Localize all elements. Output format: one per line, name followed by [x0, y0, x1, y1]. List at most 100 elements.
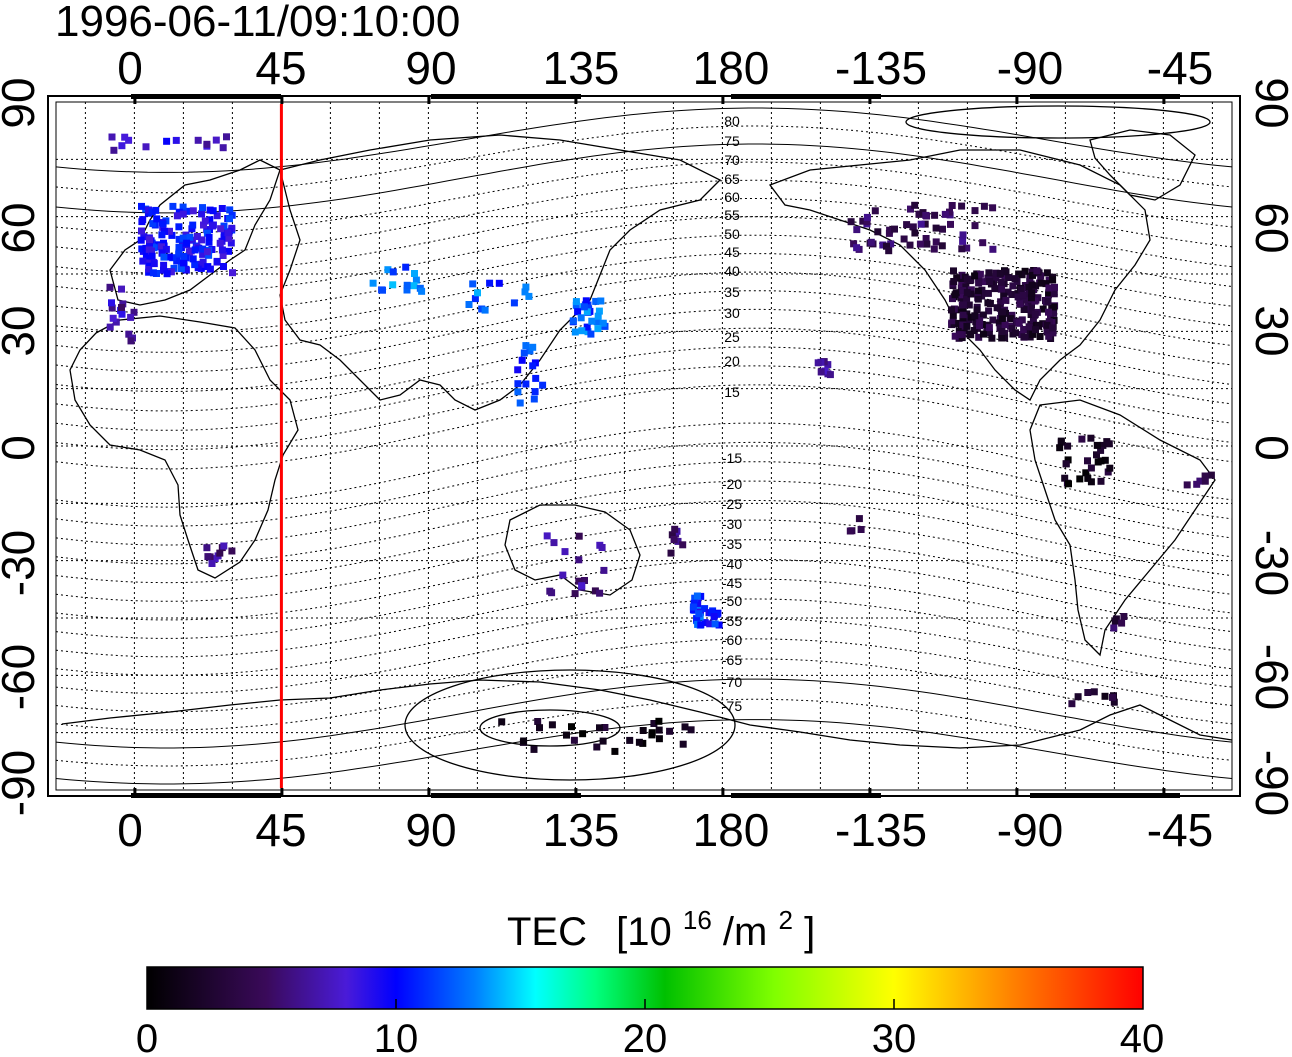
tec-point: [118, 142, 126, 150]
tec-point: [188, 225, 196, 233]
tec-point: [959, 287, 967, 295]
tec-point: [985, 324, 993, 332]
tec-point: [679, 740, 687, 748]
tec-point: [922, 235, 930, 242]
tec-point: [1002, 268, 1010, 276]
frame-bar: [1030, 793, 1180, 798]
tec-point: [1084, 457, 1091, 465]
tec-point: [701, 619, 709, 627]
tec-point: [978, 286, 986, 294]
tec-point: [1064, 456, 1072, 464]
tec-point: [941, 210, 949, 218]
tec-point: [1015, 270, 1023, 278]
colorbar-tick-label: 30: [872, 1017, 917, 1057]
tec-point: [1031, 310, 1039, 318]
tec-point: [150, 260, 158, 268]
y-tick-right: 90: [1246, 77, 1292, 128]
tec-point: [225, 247, 232, 255]
x-tick-bottom: 45: [255, 804, 306, 856]
tec-point: [963, 295, 971, 303]
tec-point: [575, 556, 583, 564]
tec-point: [596, 724, 603, 732]
tec-point: [874, 228, 882, 236]
tec-point: [584, 301, 592, 309]
tec-point: [971, 222, 979, 230]
tec-point: [1033, 267, 1041, 275]
tec-point: [130, 308, 138, 316]
tec-point: [1093, 441, 1101, 449]
tec-point: [821, 367, 829, 375]
tec-point: [639, 727, 647, 734]
tec-point: [1064, 442, 1072, 450]
tec-point: [1097, 446, 1105, 454]
tec-point: [963, 289, 971, 297]
tec-point: [997, 298, 1005, 306]
tec-point: [118, 304, 125, 311]
tec-point: [1008, 325, 1016, 332]
tec-point: [992, 274, 1000, 282]
tec-point: [975, 274, 983, 282]
tec-point: [1076, 475, 1084, 483]
tec-point: [879, 241, 887, 249]
contour-value-label: -20: [722, 476, 742, 492]
contour-value-label: -50: [722, 593, 742, 609]
tec-point: [871, 207, 879, 215]
tec-point: [138, 227, 145, 235]
tec-point: [127, 313, 135, 321]
tec-point: [976, 270, 984, 278]
tec-point: [160, 253, 168, 261]
tec-point: [996, 269, 1004, 277]
tec-point: [109, 314, 117, 322]
tec-point: [955, 306, 962, 314]
tec-point: [670, 536, 678, 543]
contour-line: [55, 500, 1233, 584]
coast-australia: [504, 504, 641, 596]
tec-point: [204, 248, 211, 256]
tec-point: [1050, 290, 1058, 298]
tec-point: [1037, 272, 1045, 280]
contour-line: [55, 678, 1233, 749]
tec-point: [213, 257, 221, 265]
tec-point: [198, 236, 206, 244]
tec-point: [189, 207, 197, 215]
tec-point: [1090, 688, 1098, 696]
tec-point: [125, 330, 133, 338]
contour-ellipse-north: [905, 105, 1211, 139]
contour-line: [55, 234, 1233, 314]
contour-line: [55, 638, 1233, 713]
tec-point: [530, 745, 538, 753]
contour-line: [55, 698, 1233, 767]
tec-point: [693, 592, 701, 600]
tec-point: [582, 297, 590, 305]
tec-point: [145, 265, 153, 273]
y-tick-left: -60: [0, 644, 44, 710]
y-tick-left: 90: [0, 77, 44, 128]
tec-point: [175, 208, 183, 216]
tec-point: [1009, 282, 1017, 290]
tec-point: [205, 251, 213, 259]
tec-point: [206, 206, 214, 214]
tec-point: [962, 283, 970, 291]
tec-point: [1201, 472, 1209, 480]
tec-point: [204, 553, 212, 561]
frame-tick: [280, 96, 284, 104]
tec-point: [689, 603, 697, 611]
tec-point: [575, 532, 583, 540]
tec-point: [980, 330, 987, 338]
tec-point: [600, 566, 608, 574]
tec-point: [985, 329, 993, 337]
tec-point: [1050, 309, 1058, 317]
tec-point: [219, 252, 227, 259]
tec-point: [158, 249, 166, 257]
tec-point: [626, 736, 634, 744]
tec-point: [885, 247, 893, 255]
tec-point: [1051, 283, 1058, 291]
coast-south-america: [1029, 399, 1216, 657]
tec-point: [1004, 288, 1012, 296]
tec-point: [199, 250, 207, 258]
tec-point: [1039, 305, 1047, 313]
tec-point: [142, 143, 150, 151]
tec-point: [986, 278, 994, 285]
tec-point: [1065, 480, 1072, 488]
